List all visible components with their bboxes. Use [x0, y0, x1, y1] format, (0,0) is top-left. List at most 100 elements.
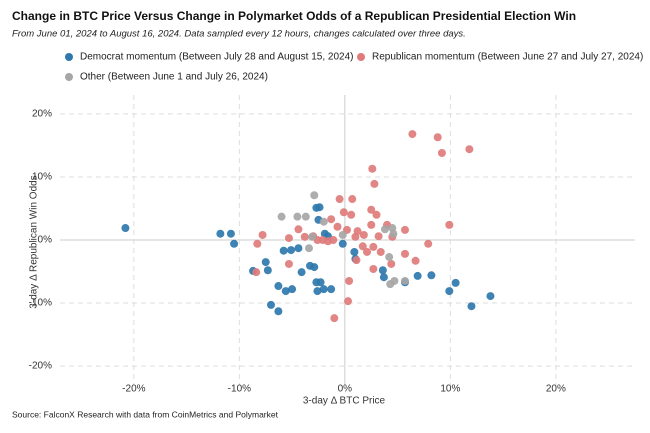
data-point — [313, 287, 322, 296]
data-point — [348, 195, 357, 204]
data-point — [445, 220, 454, 229]
data-point — [408, 130, 417, 139]
data-point — [437, 149, 446, 157]
source-note: Source: FalconX Research with data from … — [12, 409, 279, 419]
x-tick-label: 20% — [546, 384, 566, 395]
data-point — [230, 239, 239, 248]
data-point — [339, 208, 348, 217]
data-point — [347, 210, 356, 219]
data-point — [253, 239, 262, 248]
x-tick-label: 0% — [338, 384, 353, 395]
data-point — [304, 244, 313, 253]
data-point — [274, 282, 283, 291]
data-point — [363, 247, 372, 256]
data-point — [300, 232, 309, 241]
data-point — [379, 273, 388, 282]
data-point — [401, 249, 409, 258]
data-point — [252, 268, 261, 277]
data-point — [310, 263, 319, 272]
y-tick-label: 10% — [32, 172, 52, 183]
data-point — [465, 145, 474, 154]
data-point — [369, 265, 378, 273]
data-point — [261, 258, 270, 267]
data-point — [330, 314, 339, 323]
data-point — [486, 292, 495, 301]
chart-title: Change in BTC Price Versus Change in Pol… — [12, 9, 576, 23]
data-point — [279, 246, 288, 255]
y-axis-title: 3-day Δ Republican Win Odds — [29, 175, 40, 308]
data-point — [294, 225, 303, 234]
data-point — [376, 247, 385, 256]
data-point — [445, 287, 454, 296]
data-point — [345, 276, 354, 285]
data-point — [358, 242, 367, 251]
data-point — [316, 278, 325, 287]
chart-subtitle: From June 01, 2024 to August 16, 2024. D… — [12, 29, 466, 40]
data-point — [389, 229, 398, 238]
data-point — [424, 239, 433, 248]
data-point — [427, 271, 436, 280]
data-point — [368, 164, 377, 173]
data-point — [367, 205, 376, 214]
legend-marker — [65, 53, 73, 61]
data-point — [216, 229, 225, 238]
legend-label: Republican momentum (Between June 27 and… — [372, 52, 643, 63]
data-point — [297, 268, 306, 277]
data-point — [281, 287, 290, 296]
y-tick-label: -20% — [29, 361, 52, 372]
x-tick-label: -20% — [122, 384, 145, 395]
legend-label: Democrat momentum (Between July 28 and A… — [80, 52, 353, 63]
data-point — [390, 276, 399, 285]
data-point — [370, 179, 379, 188]
data-point — [367, 220, 376, 229]
x-axis-title: 3-day Δ BTC Price — [303, 396, 386, 407]
data-point — [333, 222, 342, 231]
data-point — [319, 285, 328, 294]
data-point — [287, 246, 296, 255]
data-point — [284, 259, 293, 268]
data-point — [350, 247, 359, 256]
data-point — [353, 227, 362, 236]
data-point — [329, 236, 338, 244]
data-point — [338, 239, 347, 248]
data-point — [293, 212, 302, 221]
data-point — [284, 234, 293, 243]
data-point — [121, 224, 130, 233]
data-point — [319, 217, 328, 226]
x-tick-label: 10% — [440, 384, 460, 395]
data-point — [344, 297, 353, 306]
y-tick-label: -10% — [29, 298, 52, 309]
data-point — [374, 232, 383, 241]
x-tick-label: -10% — [228, 384, 251, 395]
data-point — [338, 230, 347, 239]
data-point — [288, 285, 297, 294]
data-point — [359, 230, 368, 239]
data-point — [401, 225, 409, 234]
data-point — [380, 225, 389, 234]
data-point — [433, 133, 442, 142]
data-point — [263, 266, 272, 275]
data-point — [378, 266, 387, 275]
data-point — [277, 212, 286, 221]
data-point — [267, 300, 276, 309]
data-point — [258, 230, 267, 239]
y-tick-label: 20% — [32, 109, 52, 120]
data-point — [226, 229, 235, 238]
data-point — [327, 285, 336, 294]
data-point — [401, 276, 409, 285]
y-tick-label: 0% — [38, 235, 53, 246]
data-point — [369, 242, 378, 251]
data-point — [352, 256, 361, 265]
data-point — [372, 210, 381, 219]
data-point — [301, 212, 310, 221]
legend-label: Other (Between June 1 and July 26, 2024) — [80, 72, 268, 83]
data-point — [315, 203, 324, 212]
data-point — [310, 191, 319, 200]
data-point — [308, 232, 317, 241]
data-point — [274, 307, 283, 316]
data-point — [413, 271, 422, 280]
data-point — [387, 259, 396, 268]
legend-marker — [65, 73, 73, 81]
data-point — [327, 215, 336, 224]
